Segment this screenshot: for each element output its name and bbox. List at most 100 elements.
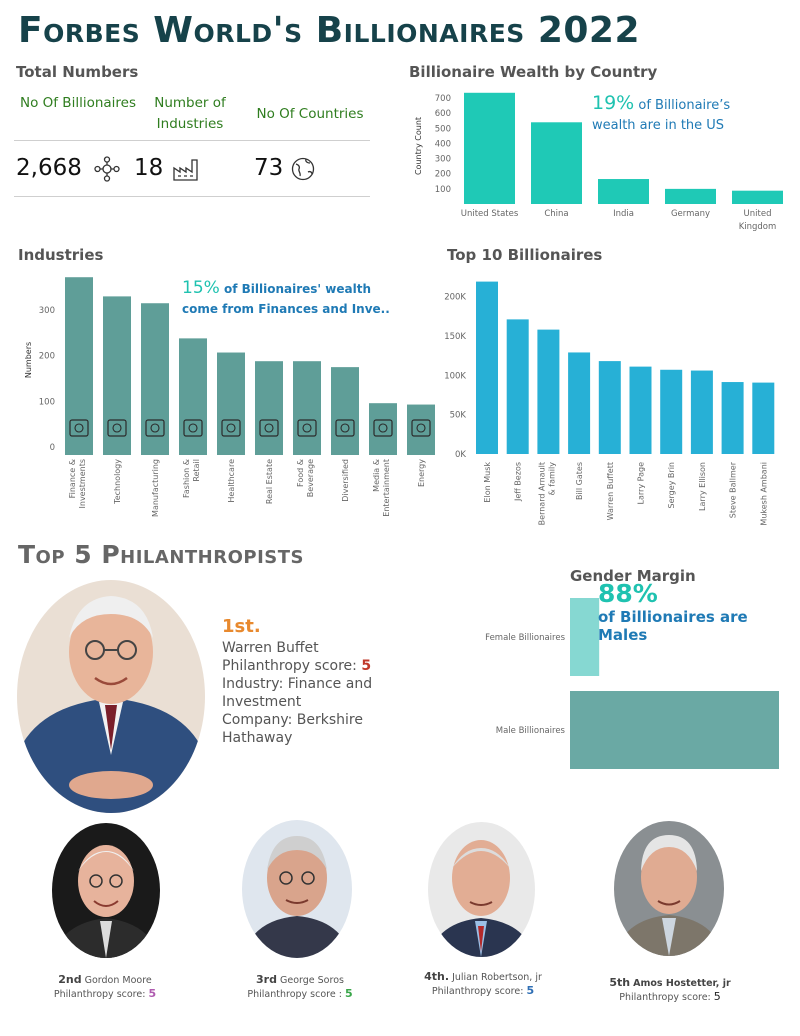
top10-xlabel-bernard-arnault-family: Bernard Arnault (537, 462, 546, 525)
top10-xlabel-larry-ellison: Larry Ellison (698, 462, 707, 511)
country-ytick-200: 200 (435, 170, 451, 180)
kpi-divider-top (14, 140, 370, 141)
top10-bar-larry-page (629, 366, 652, 454)
first-score: 5 (361, 658, 372, 674)
industries-xlabel-media-entertainment-1: Entertainment (382, 459, 391, 517)
caption-5th: 5th Amos Hostetter, jr Philanthropy scor… (595, 976, 745, 1004)
caption-5th-score: 5 (713, 990, 721, 1003)
country-ytick-700: 700 (435, 94, 451, 104)
industries-xlabel-food-beverage-1: Beverage (306, 459, 315, 497)
julian-robertson-portrait (428, 822, 535, 957)
caption-3rd: 3rd George Soros Philanthropy score : 5 (225, 973, 375, 1001)
dollar-gear-icon (335, 419, 355, 437)
industries-xlabel-real-estate: Real Estate (265, 459, 274, 504)
caption-2nd-score-label: Philanthropy score: (53, 989, 149, 1000)
kpi-billionaires-value: 2,668 (16, 155, 82, 181)
top10-bar-bill-gates (568, 352, 591, 454)
country-note-text-1: of Billionaire’s (634, 98, 731, 113)
industries-xlabel-energy: Energy (417, 459, 426, 487)
gender-note-pct: 88% (598, 579, 658, 608)
top10-bar-elon-musk (476, 281, 498, 454)
top10-xlabel-warren-buffett: Warren Buffett (606, 462, 615, 520)
industries-bar-food-beverage (293, 361, 321, 455)
industries-xlabel-finance-investments-1: Investments (78, 459, 87, 508)
industries-bar-finance-investments (65, 277, 93, 455)
industries-xlabel-finance-investments: Finance & (68, 459, 77, 498)
industries-chart-title: Industries (18, 246, 104, 264)
top10-xlabel-steve-ballmer: Steve Ballmer (729, 461, 738, 518)
gender-chart-title: Gender Margin (570, 567, 696, 585)
top10-xlabel-larry-page: Larry Page (637, 462, 646, 505)
industries-ylabel: Numbers (24, 342, 33, 378)
gender-note: 88% of Billionaires are Males (598, 579, 793, 645)
industries-ytick-200: 200 (39, 352, 55, 362)
first-score-label: Philanthropy score: (222, 658, 362, 674)
country-note: 19% of Billionaire’s wealth are in the U… (592, 92, 792, 133)
kpi-countries-value: 73 (254, 155, 284, 181)
media-icon (373, 419, 393, 437)
kpi-industries-label: Number of Industries (154, 95, 226, 132)
kpi-industries-value: 18 (134, 155, 164, 181)
health-hand-icon (221, 419, 241, 437)
industries-bar-energy (407, 404, 435, 455)
top10-ytick-200K: 200K (444, 293, 466, 303)
top10-chart: 0K 50K 100K 150K 200K Elon Musk Jeff Bezos Ber… (444, 281, 775, 526)
country-note-pct: 19% (592, 92, 635, 114)
caption-5th-score-label: Philanthropy score: (619, 992, 714, 1003)
country-bar-china (531, 122, 582, 204)
george-soros-portrait (242, 820, 352, 958)
country-chart: Country Count 100 200 300 400 500 600 700 Unit… (414, 92, 783, 232)
gender-label-male-billionaires: Male Billionaires (496, 726, 566, 736)
top10-bar-larry-ellison (690, 370, 713, 454)
top10-chart-title: Top 10 Billionaires (447, 246, 603, 264)
top10-bar-mukesh-ambani (752, 382, 775, 454)
money-bag-icon (69, 419, 89, 437)
industries-ytick-100: 100 (39, 397, 55, 407)
country-xlabel-united-states: United States (461, 209, 519, 219)
caption-3rd-score-label: Philanthropy score : (247, 989, 345, 1000)
industries-bar-technology (103, 296, 131, 455)
assembly-icon (145, 419, 165, 437)
food-icon (297, 419, 317, 437)
top10-ytick-100K: 100K (444, 371, 466, 381)
gender-bar-male-billionaires (570, 691, 779, 769)
shopping-bag-icon (183, 419, 203, 437)
industries-note-text-2: come from Finances and Inve.. (182, 302, 390, 316)
country-ylabel: Country Count (414, 117, 423, 175)
kpi-countries-label: No Of Countries (256, 106, 364, 122)
caption-2nd-name: Gordon Moore (84, 975, 152, 986)
industries-bar-media-entertainment (369, 403, 397, 455)
caption-3rd-name: George Soros (280, 975, 344, 986)
top10-bar-bernard-arnault-family (537, 329, 560, 454)
industries-xlabel-manufacturing: Manufacturing (151, 459, 160, 517)
country-xlabel-china: China (544, 209, 568, 219)
caption-4th: 4th. Julian Robertson, jr Philanthropy s… (418, 970, 548, 998)
country-bar-united-states (464, 92, 515, 204)
country-ytick-400: 400 (435, 139, 451, 149)
caption-4th-rank: 4th. (424, 970, 450, 983)
caption-2nd-rank: 2nd (58, 973, 82, 986)
kpi-divider-bottom (14, 196, 370, 197)
industries-note-text-1: of Billionaires' wealth (219, 282, 371, 296)
solar-panel-icon (411, 419, 431, 437)
top10-bar-jeff-bezos (506, 319, 529, 454)
top10-ytick-150K: 150K (444, 332, 466, 342)
caption-4th-score: 5 (526, 984, 535, 997)
top10-xlabel-bernard-arnault-family-1: & family (547, 462, 556, 496)
country-xlabel-united-kingdom-1: Kingdom (739, 222, 777, 232)
top10-ytick-50K: 50K (450, 411, 467, 421)
country-ytick-600: 600 (435, 109, 451, 119)
industries-xlabel-technology: Technology (113, 459, 122, 505)
caption-2nd-score: 5 (148, 987, 157, 1000)
country-ytick-100: 100 (435, 185, 451, 195)
top10-xlabel-mukesh-ambani: Mukesh Ambani (759, 462, 768, 526)
circuit-icon (107, 419, 127, 437)
country-bar-india (598, 179, 649, 204)
industries-xlabel-healthcare: Healthcare (227, 459, 236, 503)
philanthropists-title: Top 5 Philanthropists (18, 540, 304, 569)
first-rank: 1st. (222, 616, 261, 637)
country-note-text-2: wealth are in the US (592, 118, 725, 133)
industries-xlabel-food-beverage: Food & (296, 459, 305, 487)
industries-bar-real-estate (255, 361, 283, 455)
caption-2nd: 2nd Gordon Moore Philanthropy score: 5 (30, 973, 180, 1001)
